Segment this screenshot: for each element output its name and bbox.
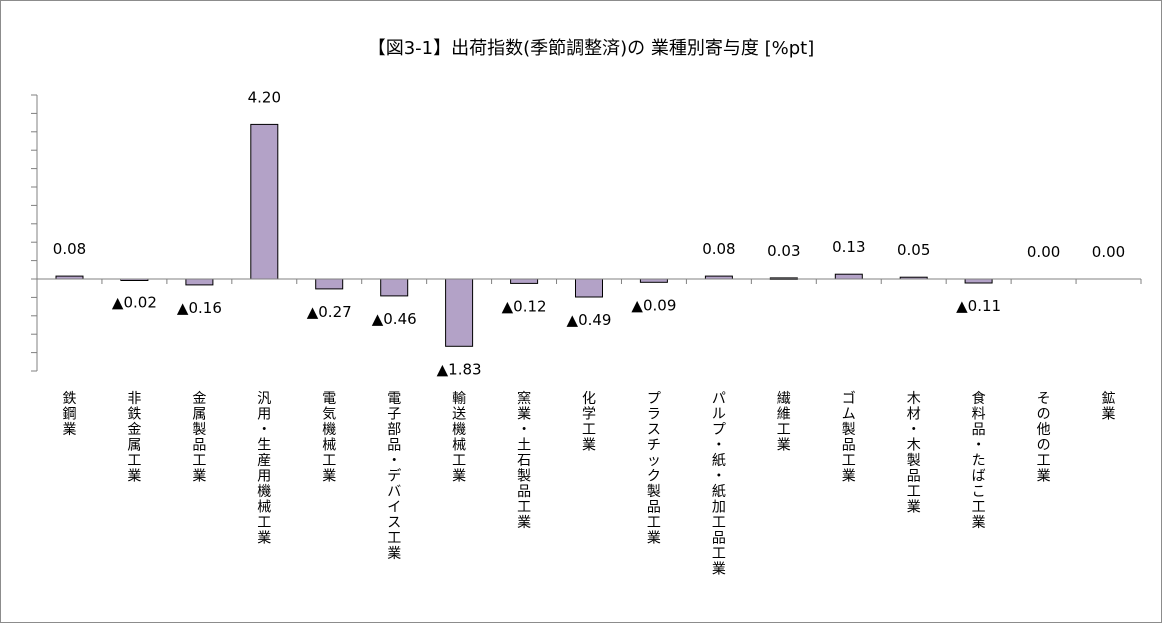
x-axis	[36, 278, 1142, 284]
data-label-4: 4.20	[248, 88, 281, 106]
data-label-5: ▲0.27	[307, 303, 352, 321]
data-label-6: ▲0.46	[372, 310, 417, 328]
bar-13	[834, 273, 863, 280]
data-label-16: 0.00	[1027, 243, 1060, 261]
data-label-2: ▲0.02	[112, 294, 157, 312]
data-label-9: ▲0.49	[567, 311, 612, 329]
bar-9	[575, 278, 603, 298]
category-label-11: パルプ・紙・紙加工品工業	[712, 391, 726, 578]
bar-15	[964, 278, 993, 284]
data-label-10: ▲0.09	[631, 296, 676, 314]
bar-7	[445, 278, 474, 347]
data-label-7: ▲1.83	[437, 360, 482, 378]
data-label-8: ▲0.12	[502, 297, 547, 315]
data-label-12: 0.03	[767, 242, 800, 260]
category-labels: 鉄鋼業 非鉄金属工業 金属製品工業 汎用・生産用機械工業 電気機械工業 電子部品・デバイス…	[63, 390, 1116, 578]
data-label-17: 0.00	[1092, 243, 1125, 261]
category-label-3: 金属製品工業	[192, 391, 206, 485]
bar-5	[315, 278, 344, 290]
category-label-12: 繊維工業	[777, 391, 791, 454]
data-label-1: 0.08	[53, 240, 86, 258]
category-label-15: 食料品・たばこ工業	[972, 390, 986, 531]
bar-6	[380, 278, 409, 297]
chart-title: 【図3-1】出荷指数(季節調整済)の 業種別寄与度 [%pt]	[368, 38, 815, 59]
category-label-5: 電気機械工業	[322, 391, 336, 485]
category-label-1: 鉄鋼業	[63, 391, 77, 438]
category-label-7: 輸送機械工業	[452, 391, 466, 485]
category-label-4: 汎用・生産用機械工業	[257, 391, 271, 547]
category-label-8: 窯業・土石製品工業	[517, 390, 531, 531]
bar-4	[250, 123, 279, 280]
bar-3	[185, 278, 214, 286]
data-label-3: ▲0.16	[177, 299, 222, 317]
data-label-11: 0.08	[702, 240, 735, 258]
category-label-2: 非鉄金属工業	[127, 391, 141, 485]
data-label-13: 0.13	[832, 238, 865, 256]
category-label-14: 木材・木製品工業	[907, 391, 921, 516]
category-label-6: 電子部品・デバイス工業	[387, 391, 401, 562]
data-label-15: ▲0.11	[956, 297, 1001, 315]
category-label-13: ゴム製品工業	[842, 390, 856, 485]
category-label-10: プラスチック製品工業	[647, 391, 661, 547]
data-labels: 0.08 ▲0.02 ▲0.16 4.20 ▲0.27 ▲0.46 ▲1.83 ▲0.12 ▲0…	[53, 88, 1125, 378]
category-label-17: 鉱業	[1102, 390, 1116, 423]
category-label-16: その他の工業	[1037, 391, 1051, 485]
data-label-14: 0.05	[897, 241, 930, 259]
y-axis	[31, 94, 38, 372]
category-label-9: 化学工業	[582, 391, 596, 454]
bar-8	[510, 278, 539, 284]
bars	[55, 123, 993, 347]
